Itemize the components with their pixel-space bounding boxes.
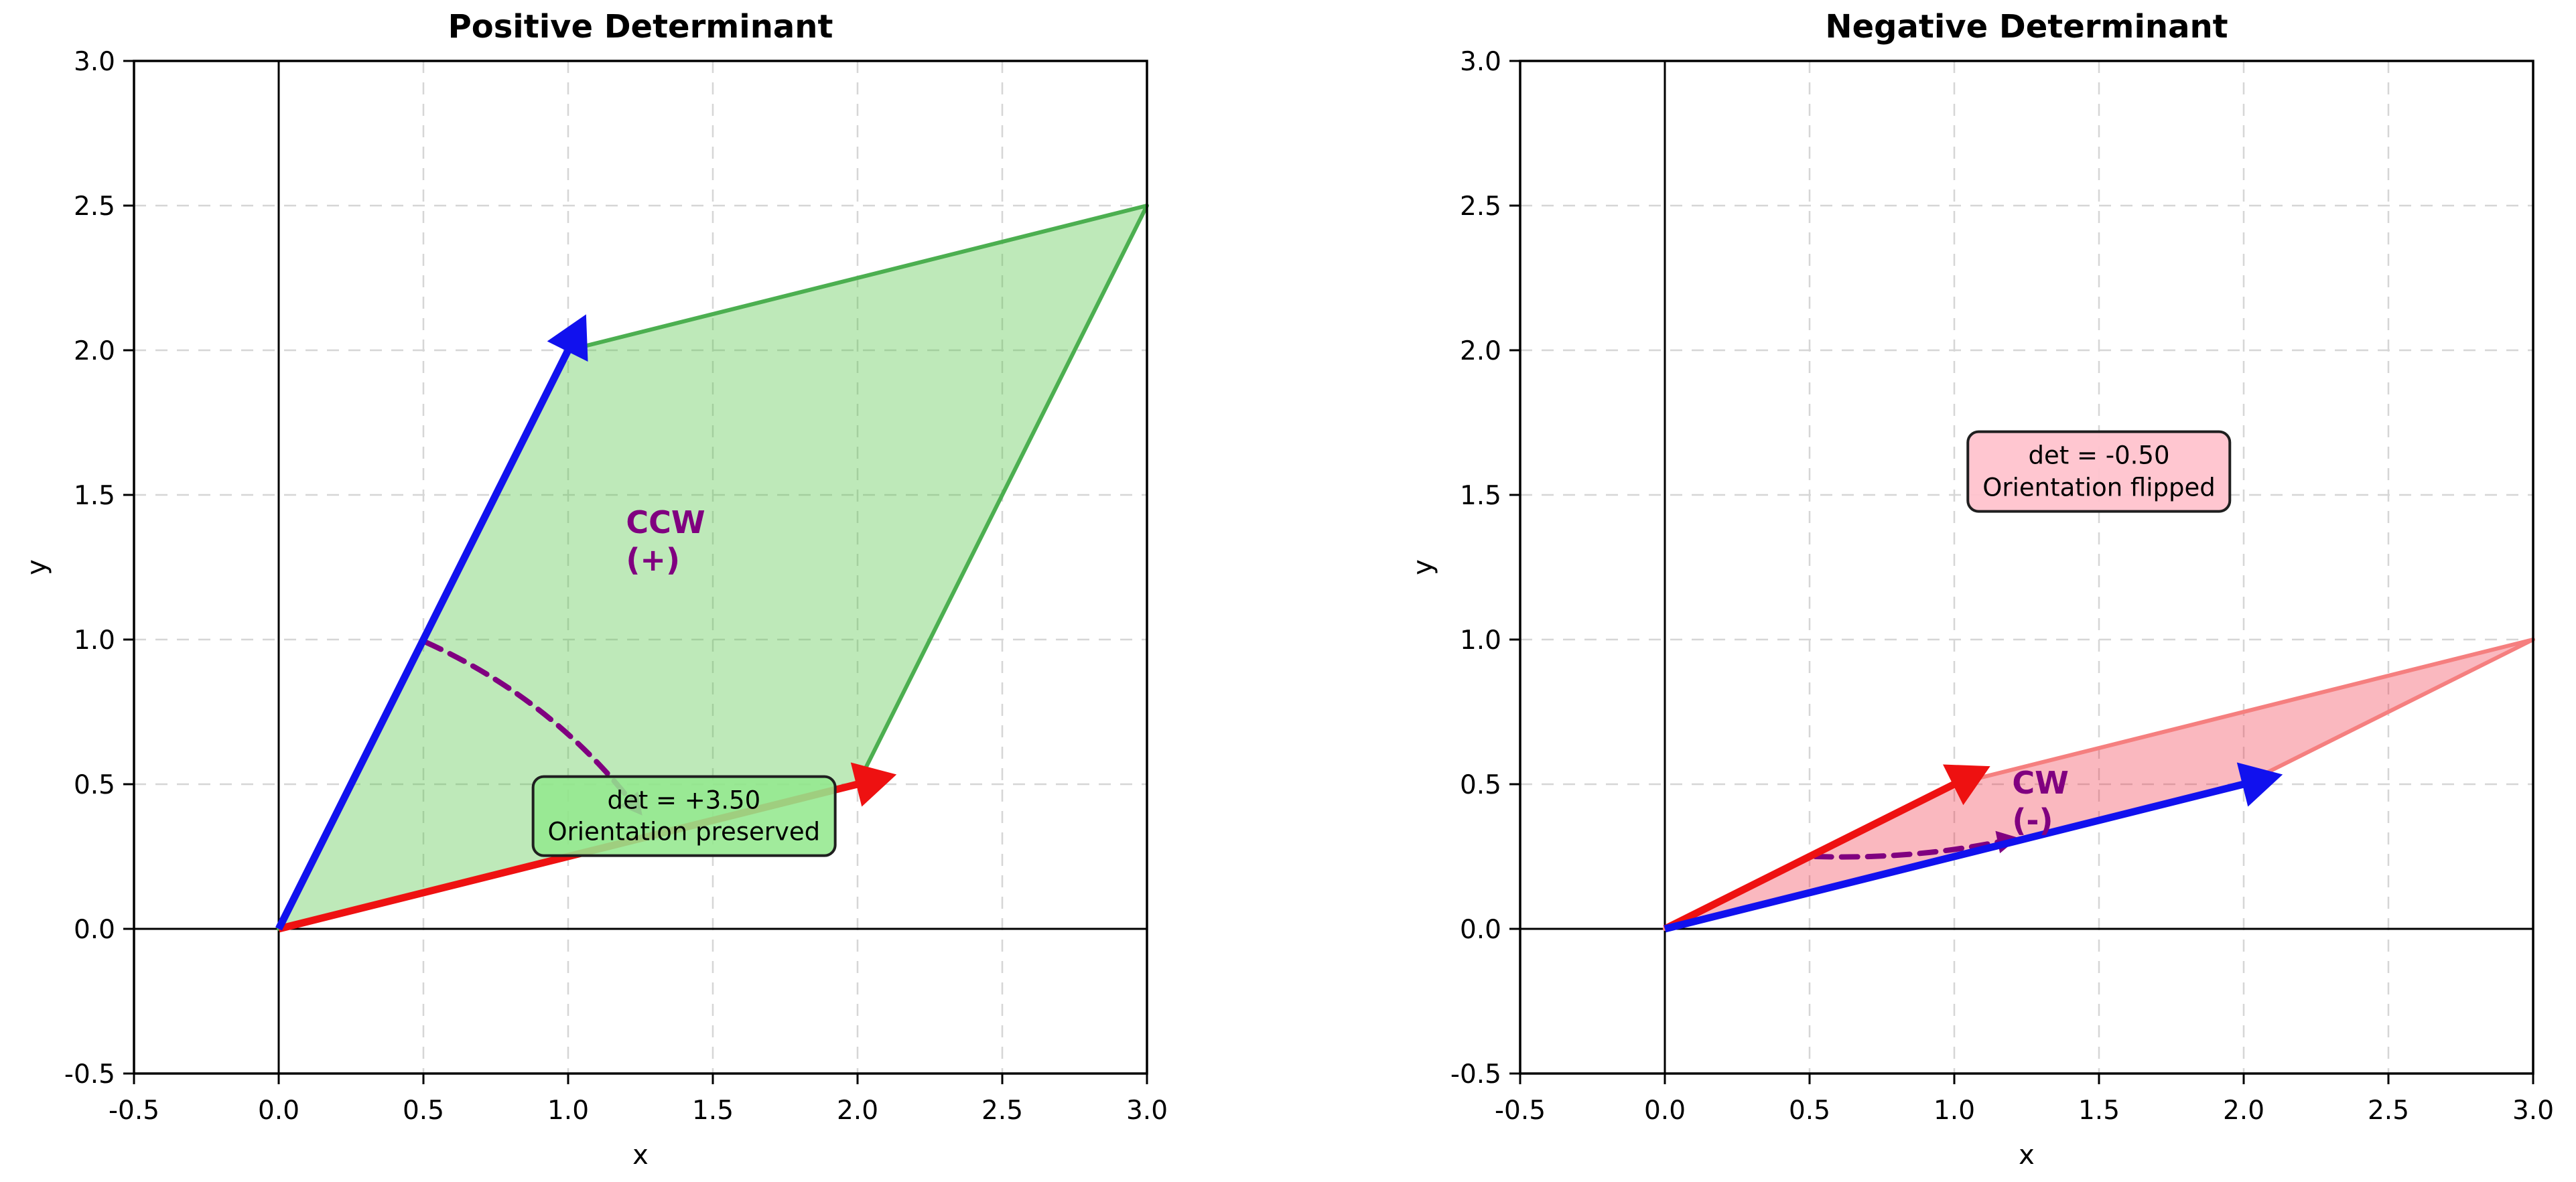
left-vector-a-head [850, 762, 897, 807]
left-y-tick-label: 0.5 [74, 770, 115, 800]
left-x-tick-label: 3.0 [1126, 1096, 1168, 1126]
right-orientation-arc [1812, 839, 2001, 860]
right-y-tick-label: 3.0 [1460, 47, 1501, 77]
left-det-annotation: det = +3.50 Orientation preserved [531, 775, 837, 857]
right-y-tick-label: 1.5 [1460, 481, 1501, 511]
right-y-tick-label: 0.0 [1460, 915, 1501, 945]
left-x-tick-label: 0.5 [403, 1096, 444, 1126]
right-y-tick-label: 0.5 [1460, 770, 1501, 800]
right-y-tick-label: 2.5 [1460, 192, 1501, 222]
left-orientation-label: CCW (+) [626, 504, 705, 579]
left-y-tick-label: 2.5 [74, 192, 115, 222]
right-y-tick-label: -0.5 [1450, 1059, 1501, 1090]
right-x-tick-label: 1.0 [1934, 1096, 1975, 1126]
right-vector-b-head [2236, 762, 2283, 807]
right-vector-b-shaft [1664, 780, 2245, 933]
right-y-tick-label: 2.0 [1460, 336, 1501, 366]
left-y-tick-label: 2.0 [74, 336, 115, 366]
left-x-tick-label: -0.5 [109, 1096, 159, 1126]
left-x-tick-label: 1.5 [692, 1096, 734, 1126]
right-x-tick-label: 0.0 [1644, 1096, 1686, 1126]
right-x-tick-label: -0.5 [1495, 1096, 1546, 1126]
left-y-tick-label: 3.0 [74, 47, 115, 77]
left-plot-title: Positive Determinant [448, 8, 833, 46]
right-x-axis-label: x [2019, 1140, 2035, 1171]
right-orientation-label: CW (-) [2012, 764, 2069, 838]
left-y-tick-label: 0.0 [74, 915, 115, 945]
left-x-axis-label: x [632, 1140, 649, 1171]
right-y-axis-label: y [1408, 559, 1438, 575]
left-y-tick-label: 1.5 [74, 481, 115, 511]
left-x-tick-label: 2.0 [837, 1096, 878, 1126]
left-x-tick-label: 1.0 [547, 1096, 589, 1126]
right-x-tick-label: 3.0 [2512, 1096, 2554, 1126]
left-x-tick-label: 2.5 [981, 1096, 1023, 1126]
left-y-tick-label: 1.0 [74, 625, 115, 656]
left-axes-spines [133, 60, 1148, 1075]
left-y-tick-label: -0.5 [64, 1059, 115, 1090]
right-vector-a-shaft [1663, 781, 1956, 932]
right-x-tick-label: 0.5 [1789, 1096, 1830, 1126]
right-x-tick-label: 2.0 [2223, 1096, 2264, 1126]
right-y-tick-label: 1.0 [1460, 625, 1501, 656]
left-vector-b-head [547, 314, 588, 362]
right-x-tick-label: 1.5 [2078, 1096, 2120, 1126]
right-plot-title: Negative Determinant [1825, 8, 2228, 46]
left-y-axis-label: y [21, 559, 52, 575]
left-x-tick-label: 0.0 [258, 1096, 299, 1126]
right-x-tick-label: 2.5 [2368, 1096, 2409, 1126]
left-vector-b-shaft [275, 348, 571, 931]
right-vector-a-head [1943, 764, 1990, 806]
left-orientation-arc [423, 640, 632, 802]
right-det-annotation: det = -0.50 Orientation flipped [1966, 431, 2232, 513]
right-axes-spines [1519, 60, 2534, 1075]
